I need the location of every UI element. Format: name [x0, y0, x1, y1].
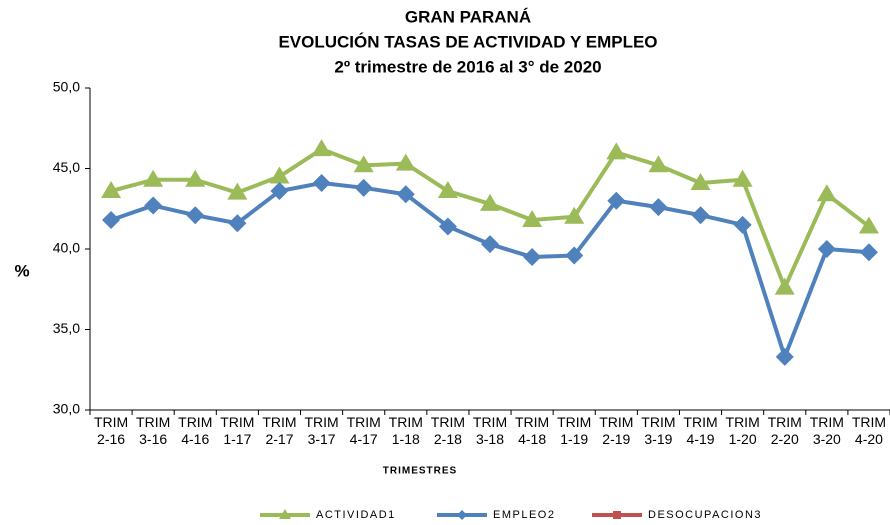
data-point: [438, 217, 457, 236]
x-tick-label: TRIM 1-18: [388, 414, 423, 447]
data-point: [228, 214, 247, 233]
x-tick-label: TRIM 1-19: [557, 414, 592, 447]
x-tick-label: TRIM 3-17: [304, 414, 339, 447]
data-point: [185, 169, 206, 187]
legend-label: EMPLEO2: [493, 509, 555, 521]
data-point: [858, 216, 879, 234]
data-point: [144, 196, 163, 215]
data-point: [312, 173, 331, 192]
x-tick-label: TRIM 4-20: [851, 414, 887, 447]
data-point: [859, 243, 878, 262]
x-tick-label: TRIM 4-17: [346, 414, 381, 447]
data-point: [607, 191, 626, 210]
x-tick-label: TRIM 4-16: [178, 414, 213, 447]
chart-title: GRAN PARANÁ: [405, 7, 531, 26]
data-point: [481, 235, 499, 254]
x-tick-label: TRIM 2-17: [262, 414, 297, 447]
y-tick-label: 45,0: [53, 159, 80, 175]
x-tick-label: TRIM 3-20: [809, 414, 844, 447]
y-tick-label: 50,0: [53, 79, 80, 95]
data-point: [522, 210, 543, 228]
data-point: [565, 246, 584, 265]
data-point: [395, 153, 416, 171]
legend-marker: [457, 510, 467, 520]
data-point: [354, 178, 373, 197]
x-tick-label: TRIM 3-19: [641, 414, 676, 447]
legend-label: ACTIVIDAD1: [316, 509, 396, 521]
y-tick-label: 35,0: [53, 320, 80, 336]
y-tick-label: 40,0: [53, 240, 80, 256]
x-tick-label: TRIM 4-18: [514, 414, 550, 447]
data-point: [733, 215, 752, 234]
data-point: [649, 198, 668, 217]
x-tick-label: TRIM 3-16: [136, 414, 171, 447]
data-point: [102, 211, 121, 230]
legend-marker: [279, 509, 291, 519]
data-point: [311, 139, 332, 157]
x-tick-label: TRIM 3-18: [472, 414, 508, 447]
data-point: [437, 181, 458, 199]
x-tick-label: TRIM 2-20: [767, 414, 802, 447]
legend-label: DESOCUPACION3: [648, 509, 762, 521]
x-axis-label: TRIMESTRES: [383, 466, 457, 477]
data-point: [816, 184, 837, 202]
data-point: [648, 155, 669, 173]
x-tick-label: TRIM 2-18: [430, 414, 465, 447]
y-tick-label: 30,0: [53, 401, 80, 417]
legend-marker: [613, 511, 621, 519]
data-point: [270, 182, 289, 201]
chart-subtitle: 2º trimestre de 2016 al 3° de 2020: [334, 57, 601, 76]
x-tick-label: TRIM 2-16: [93, 414, 129, 447]
data-point: [817, 240, 836, 258]
data-point: [774, 277, 795, 295]
data-point: [143, 169, 164, 187]
data-point: [396, 185, 415, 204]
data-point: [732, 169, 753, 187]
x-tick-label: TRIM 2-19: [599, 414, 634, 447]
y-axis-label: %: [14, 261, 29, 280]
x-tick-label: TRIM 1-20: [725, 414, 760, 447]
data-point: [353, 155, 374, 173]
data-point: [690, 172, 711, 190]
data-point: [480, 193, 500, 211]
x-tick-label: TRIM 4-19: [683, 414, 718, 447]
data-point: [775, 347, 794, 366]
data-point: [101, 181, 122, 199]
chart-title: EVOLUCIÓN TASAS DE ACTIVIDAD Y EMPLEO: [278, 32, 657, 51]
data-point: [523, 248, 542, 267]
data-point: [227, 182, 248, 200]
x-tick-label: TRIM 1-17: [220, 414, 255, 447]
data-point: [186, 206, 205, 225]
data-point: [691, 206, 710, 225]
data-point: [269, 166, 290, 184]
data-point: [564, 206, 585, 224]
data-point: [606, 142, 627, 160]
